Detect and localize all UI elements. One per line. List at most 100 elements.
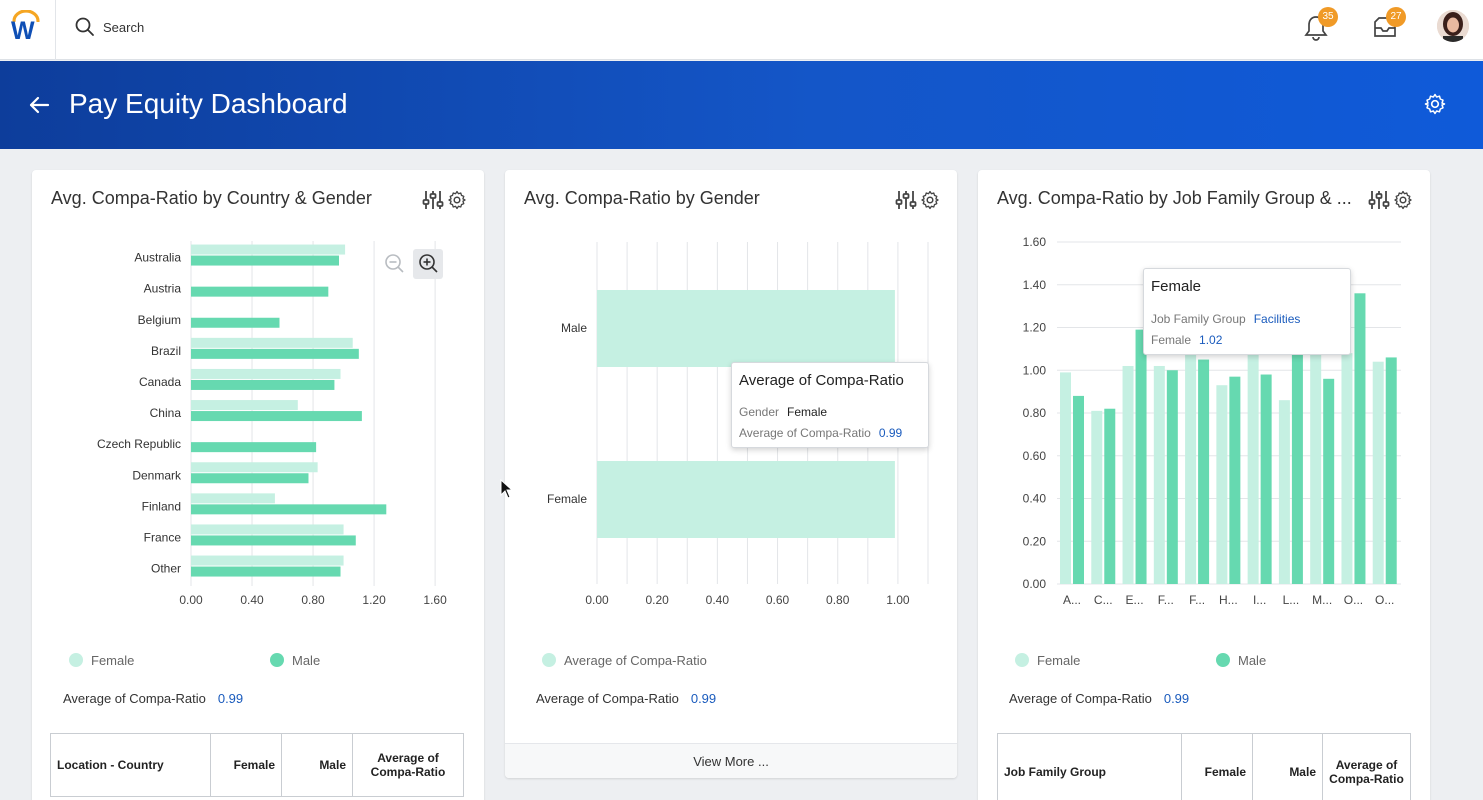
y-tick-label: 0.80 xyxy=(1023,406,1047,420)
bar-male xyxy=(191,535,356,546)
legend-average[interactable]: Average of Compa-Ratio xyxy=(542,653,707,668)
x-tick-label: C... xyxy=(1094,593,1113,607)
column-header[interactable]: Average of Compa-Ratio xyxy=(352,733,464,797)
card-title: Avg. Compa-Ratio by Gender xyxy=(524,188,760,208)
bar-female xyxy=(1060,372,1071,584)
y-tick-label: 0.40 xyxy=(1023,492,1047,506)
category-label: Denmark xyxy=(132,468,182,482)
bar-average xyxy=(597,461,895,538)
table-header-row: Job Family Group Female Male Average of … xyxy=(997,733,1411,800)
legend-male[interactable]: Male xyxy=(270,653,320,668)
bar-male xyxy=(1073,395,1084,584)
filter-sliders-icon[interactable] xyxy=(422,191,444,209)
card-title: Avg. Compa-Ratio by Country & Gender xyxy=(51,188,372,208)
bar-female xyxy=(191,555,344,566)
mouse-cursor-icon xyxy=(500,479,514,499)
notifications-button[interactable]: 35 xyxy=(1303,7,1338,47)
card-gear-icon[interactable] xyxy=(1394,190,1412,210)
category-label: Brazil xyxy=(151,344,181,358)
chart-country-gender: 0.00 0.40 0.80 1.20 1.60 Australia Austria Belg… xyxy=(97,241,447,607)
x-tick-label: 0.00 xyxy=(585,593,609,607)
avatar[interactable] xyxy=(1437,10,1469,42)
x-tick-label: 0.20 xyxy=(646,593,670,607)
column-header[interactable]: Female xyxy=(210,733,282,797)
tooltip-value: 1.02 xyxy=(1199,333,1223,347)
legend-male[interactable]: Male xyxy=(1216,653,1266,668)
bar-male xyxy=(1323,378,1335,584)
average-value[interactable]: 0.99 xyxy=(690,691,717,706)
tooltip-value[interactable]: Facilities xyxy=(1253,312,1301,326)
legend-female[interactable]: Female xyxy=(69,653,134,668)
bar-female xyxy=(1122,365,1134,584)
bar-female xyxy=(1153,365,1165,584)
average-summary: Average of Compa-Ratio 0.99 xyxy=(1009,691,1189,706)
column-header[interactable]: Job Family Group xyxy=(997,733,1182,800)
workday-logo[interactable]: W xyxy=(0,0,56,60)
legend-female[interactable]: Female xyxy=(1015,653,1080,668)
x-tick-label: 0.60 xyxy=(766,593,790,607)
column-header[interactable]: Male xyxy=(281,733,353,797)
tooltip-label: Job Family Group xyxy=(1151,312,1246,326)
bar-male xyxy=(1229,376,1241,584)
zoom-in-button[interactable] xyxy=(413,249,443,279)
bar-average xyxy=(597,290,895,367)
bar-male xyxy=(1385,357,1397,584)
tooltip-title: Female xyxy=(1151,278,1202,295)
column-header[interactable]: Male xyxy=(1252,733,1323,800)
category-label: France xyxy=(144,530,182,544)
card-gear-icon[interactable] xyxy=(921,190,939,210)
card-gender: 0.00 0.20 0.40 0.60 0.80 1.00 Male Female Avg. … xyxy=(505,170,957,778)
tooltip-value: Female xyxy=(787,405,828,419)
bar-male xyxy=(1135,329,1147,584)
tooltip-label: Average of Compa-Ratio xyxy=(739,426,871,440)
back-arrow-icon[interactable] xyxy=(28,94,50,116)
y-tick-label: 0.20 xyxy=(1023,534,1047,548)
tooltip-value: 0.99 xyxy=(878,426,903,440)
zoom-out-icon xyxy=(385,254,404,273)
bar-female xyxy=(1341,353,1353,584)
bar-male xyxy=(191,286,329,297)
x-tick-label: M... xyxy=(1312,593,1332,607)
search-input[interactable] xyxy=(103,14,403,40)
column-header[interactable]: Female xyxy=(1181,733,1253,800)
average-label: Average of Compa-Ratio xyxy=(536,691,679,706)
inbox-button[interactable]: 27 xyxy=(1371,7,1406,47)
column-header[interactable]: Location - Country xyxy=(50,733,211,797)
average-summary: Average of Compa-Ratio 0.99 xyxy=(536,691,716,706)
bar-female xyxy=(1278,400,1290,584)
column-header[interactable]: Average of Compa-Ratio xyxy=(1322,733,1411,800)
average-label: Average of Compa-Ratio xyxy=(1009,691,1152,706)
category-label: China xyxy=(150,406,182,420)
legend-dot-male xyxy=(270,653,284,667)
gear-icon[interactable] xyxy=(1423,92,1447,116)
notifications-badge: 35 xyxy=(1318,7,1338,27)
legend-label: Female xyxy=(1037,653,1081,668)
x-tick-label: L... xyxy=(1283,593,1300,607)
top-bar: W 35 27 xyxy=(0,0,1483,60)
bar-female xyxy=(1247,344,1259,584)
table-header-row: Location - Country Female Male Average o… xyxy=(50,733,464,797)
view-more-button[interactable]: View More ... xyxy=(505,743,957,778)
bar-female xyxy=(191,524,344,535)
average-value[interactable]: 0.99 xyxy=(1163,691,1190,706)
category-label: Female xyxy=(547,492,587,506)
bar-female xyxy=(191,337,353,348)
x-tick-label: 1.00 xyxy=(886,593,910,607)
x-tick-label: 1.60 xyxy=(423,593,447,607)
zoom-out-button[interactable] xyxy=(379,249,409,279)
x-tick-label: 0.00 xyxy=(179,593,203,607)
category-label: Australia xyxy=(134,251,181,265)
legend-label: Female xyxy=(91,653,135,668)
bar-male xyxy=(1104,408,1116,584)
inbox-badge: 27 xyxy=(1386,7,1406,27)
card-gear-icon[interactable] xyxy=(448,190,466,210)
x-tick-label: 0.40 xyxy=(240,593,264,607)
filter-sliders-icon[interactable] xyxy=(1368,191,1390,209)
bar-female xyxy=(1185,348,1197,584)
search-icon[interactable] xyxy=(75,17,95,37)
filter-sliders-icon[interactable] xyxy=(895,191,917,209)
average-value[interactable]: 0.99 xyxy=(217,691,244,706)
x-tick-label: F... xyxy=(1158,593,1174,607)
average-label: Average of Compa-Ratio xyxy=(63,691,206,706)
country-table: Location - Country Female Male Average o… xyxy=(50,733,464,797)
